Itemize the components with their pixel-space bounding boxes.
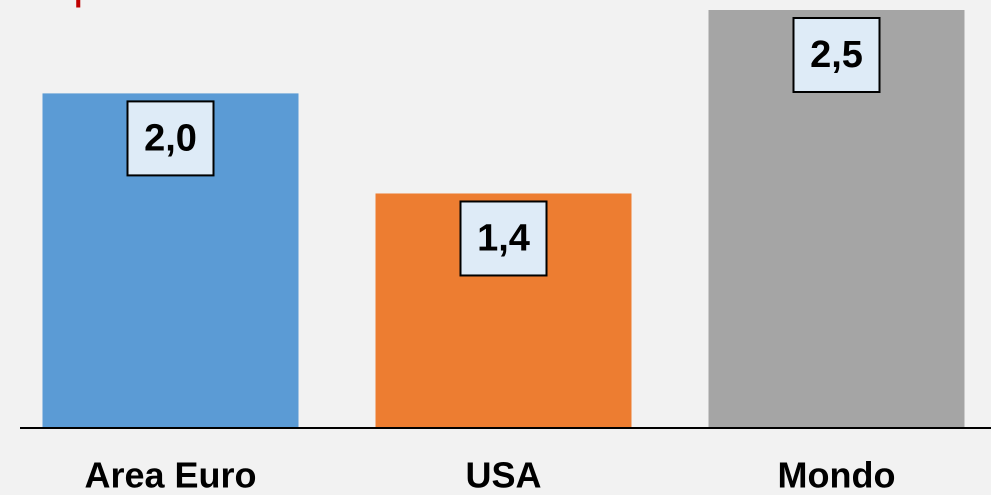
value-label-box bbox=[792, 17, 881, 93]
x-tick-label: Mondo bbox=[778, 455, 896, 495]
value-label: 2,5 bbox=[810, 34, 863, 76]
value-label-box bbox=[126, 100, 215, 177]
value-label-box bbox=[459, 200, 548, 277]
x-tick-label: USA bbox=[465, 455, 541, 495]
x-tick-label: Area Euro bbox=[84, 455, 256, 495]
value-label: 2,0 bbox=[144, 117, 197, 159]
chart-title: Impatto sull'inflazione bbox=[22, 0, 460, 8]
value-label: 1,4 bbox=[477, 218, 530, 260]
